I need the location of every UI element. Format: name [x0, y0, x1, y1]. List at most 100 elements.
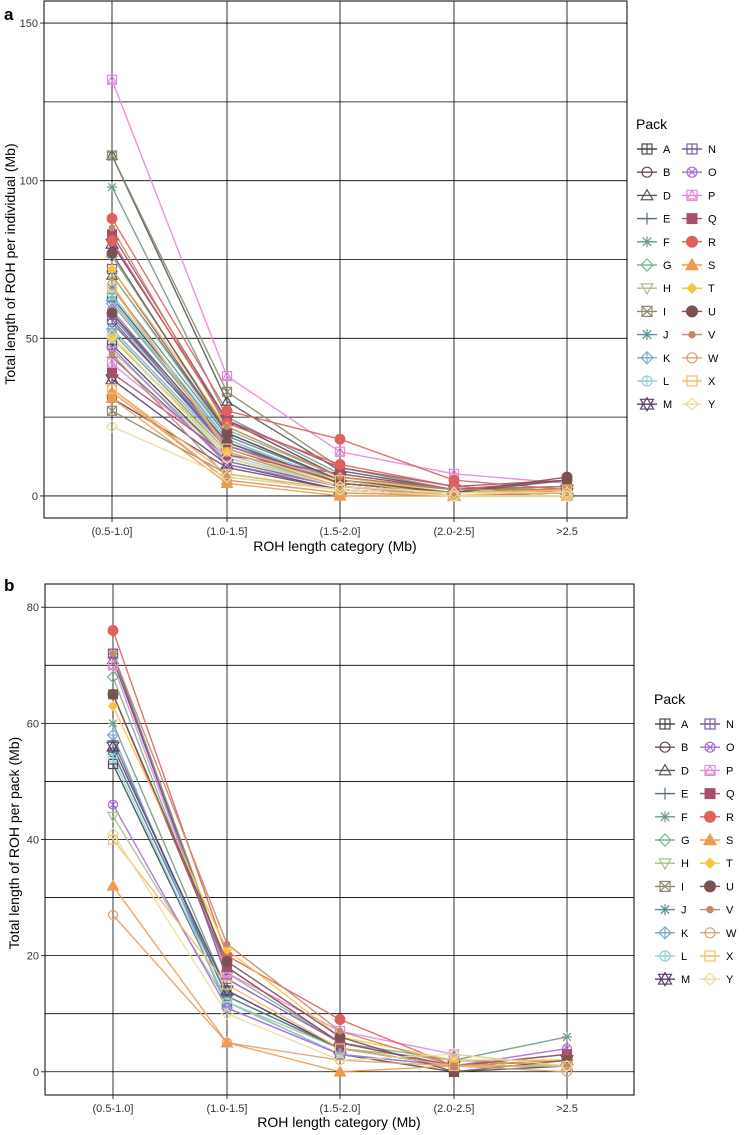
panel-b-legend-label-V: V	[726, 905, 734, 917]
panel-a-legend-item-A: A	[637, 143, 671, 156]
panel-b-point-U	[107, 688, 119, 700]
panel-a-legend-key-S-icon	[684, 257, 700, 271]
panel-a-legend-item-V: V	[682, 330, 716, 342]
panel-b-legend-label-F: F	[681, 812, 688, 824]
panel-b-point-L	[221, 996, 233, 1008]
panel-a-point-R	[106, 213, 118, 224]
panel-a-legend-key-A-icon	[641, 143, 653, 155]
panel-b-legend-item-I: I	[655, 880, 684, 893]
panel-a-point-R	[221, 405, 233, 417]
panel-a-legend-item-F: F	[637, 236, 670, 249]
panel-b-legend-label-Q: Q	[726, 789, 735, 801]
panel-b-point-F	[108, 718, 118, 729]
panel-a-point-X	[106, 383, 118, 394]
panel-b-legend-key-S-icon	[702, 832, 718, 846]
panel-b-point-X	[221, 979, 233, 990]
panel-a-legend-item-J: J	[637, 329, 669, 342]
panel-a-point-U	[106, 307, 118, 319]
panel-b-legend-label-D: D	[681, 765, 689, 777]
panel-b-legend-key-J-icon	[659, 904, 671, 916]
panel-b-legend-label-Y: Y	[726, 974, 734, 986]
panel-a-legend-item-S: S	[682, 257, 715, 272]
panel-b-point-W	[561, 1066, 573, 1077]
panel-a-legend-item-X: X	[682, 375, 716, 388]
panel-a-y-axis-title: Total length of ROH per individual (Mb)	[2, 143, 18, 384]
panel-a-legend-key-W-icon	[686, 352, 698, 364]
panel-b-legend-item-O: O	[700, 741, 735, 754]
panel-a-legend-item-U: U	[682, 305, 716, 318]
panel-a-y-tick-label: 0	[32, 491, 38, 503]
panel-b-legend-item-A: A	[655, 718, 689, 731]
panel-b-point-M	[106, 739, 120, 754]
panel-a-legend-key-D-icon	[640, 188, 654, 201]
panel-a-legend-label-G: G	[663, 260, 672, 272]
panel-b-legend-label-L: L	[681, 951, 687, 963]
panel-b-y-tick-label: 20	[27, 951, 39, 963]
panel-b-y-tick-label: 0	[33, 1067, 39, 1079]
panel-b-legend-item-W: W	[700, 927, 737, 940]
panel-b-legend-key-U-icon	[704, 880, 716, 893]
panel-a-legend-key-O-icon	[686, 166, 698, 178]
panel-b-point-R	[107, 625, 119, 636]
panel-a-point-Y	[447, 486, 461, 500]
panel-b-legend-label-T: T	[726, 858, 733, 870]
panel-b-legend-key-B-icon	[659, 741, 671, 753]
panel-a-legend-item-G: G	[637, 258, 672, 272]
panel-b-point-V	[223, 940, 231, 948]
panel-b-point-V	[450, 1062, 458, 1070]
panel-b-point-V	[336, 1027, 344, 1035]
panel-a-legend-label-B: B	[663, 167, 670, 179]
panel-b-legend-key-N-icon	[704, 718, 716, 730]
panel-a-legend-label-X: X	[708, 376, 716, 388]
panel-a-point-U	[106, 247, 118, 259]
panel-a-point-V	[108, 224, 116, 232]
panel-b-legend-item-B: B	[655, 741, 688, 754]
panel-b-point-V	[109, 650, 117, 658]
panel-b-legend-label-E: E	[681, 789, 688, 801]
panel-b-legend-key-K-icon	[658, 925, 672, 940]
panel-a-legend-key-U-icon	[686, 305, 698, 318]
panel-a-legend-label-E: E	[663, 214, 670, 226]
panel-a-point-X	[334, 484, 346, 495]
panel-label-a: a	[4, 5, 14, 24]
panel-b-legend-item-M: M	[655, 971, 690, 987]
panel-b-legend-item-R: R	[700, 810, 734, 824]
panel-b-point-O	[107, 799, 119, 810]
panel-b-legend-label-H: H	[681, 858, 689, 870]
panel-a-point-I	[106, 405, 118, 416]
panel-a-point-V	[223, 423, 231, 431]
panel-b-legend-label-X: X	[726, 951, 734, 963]
panel-a-y-tick-label: 100	[20, 176, 38, 188]
panel-a-lines	[111, 79, 568, 497]
panel-b-legend-item-L: L	[655, 950, 687, 963]
panel-a-legend-item-O: O	[682, 166, 717, 179]
panel-b-legend-item-V: V	[700, 905, 734, 917]
panel-a-frame	[43, 0, 628, 519]
panel-b-legend-item-P: P	[700, 764, 733, 777]
panel-b-point-R	[334, 1014, 346, 1025]
panel-b-point-X	[334, 1043, 346, 1054]
panel-a-legend-label-T: T	[708, 283, 715, 295]
panel-a-point-Y	[220, 470, 234, 484]
panel-b-legend-item-S: S	[700, 832, 733, 847]
panel-b-legend-item-U: U	[700, 880, 734, 893]
panel-b-legend-item-Q: Q	[700, 788, 735, 801]
panel-b-x-tick-label: (1.0-1.5]	[207, 1103, 248, 1115]
panel-b-legend-key-M-icon	[657, 971, 673, 987]
panel-b-legend-key-Y-icon	[703, 972, 717, 987]
panel-b-legend-item-Y: Y	[700, 972, 734, 987]
panel-a-legend-item-T: T	[682, 282, 715, 295]
panel-b-x-ticks: (0.5-1.0] (1.0-1.5] (1.5-2.0] (2.0-2.5] >2.5	[93, 1095, 578, 1115]
panel-b-y-tick-label: 60	[27, 718, 39, 730]
panel-a-legend-item-H: H	[637, 283, 671, 295]
panel-a-point-P	[334, 446, 346, 457]
panel-a-point-R	[334, 433, 346, 445]
panel-b-legend-key-P-icon	[704, 764, 716, 777]
panel-b-point-X	[448, 1060, 460, 1072]
panel-a-legend-label-N: N	[708, 144, 716, 156]
panel-a-x-axis-title: ROH length category (Mb)	[253, 538, 416, 554]
panel-a-point-D	[105, 149, 119, 160]
panel-a-point-R	[334, 458, 346, 470]
panel-b-legend-item-F: F	[655, 811, 688, 824]
